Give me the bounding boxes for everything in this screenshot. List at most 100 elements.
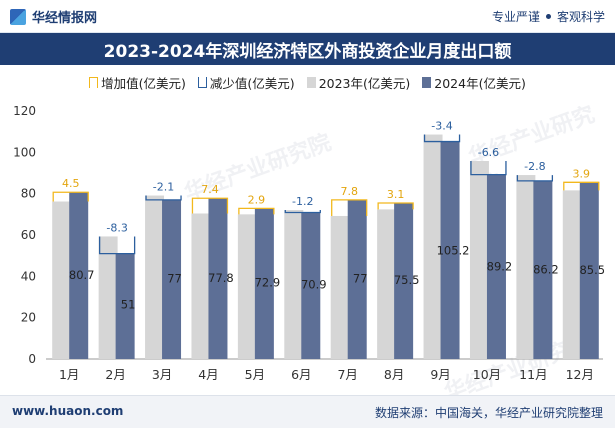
bar-2023: [98, 236, 118, 359]
footer-website-link[interactable]: www.huaon.com: [12, 404, 124, 418]
change-label: 3.9: [573, 167, 591, 180]
bar-2023: [284, 209, 304, 359]
decrease-bracket: [98, 236, 136, 255]
decrease-bracket: [516, 175, 554, 182]
y-tick-label: 100: [13, 145, 36, 159]
change-label: -6.6: [478, 146, 499, 159]
value-label-2024: 77.8: [208, 271, 234, 285]
bar-2024: [394, 202, 414, 359]
legend-2024: 2024年(亿美元): [422, 73, 526, 92]
increase-bracket: [52, 191, 89, 202]
brand[interactable]: 华经情报网: [10, 7, 97, 26]
value-label-2024: 89.2: [487, 260, 513, 274]
bar-2024: [301, 212, 321, 359]
value-label-2024: 72.9: [255, 276, 281, 290]
footer: www.huaon.com 数据来源：中国海关，华经产业研究院整理: [0, 395, 615, 428]
bar-2024: [579, 182, 599, 359]
chart-title: 2023-2024年深圳经济特区外商投资企业月度出口额: [0, 33, 615, 65]
legend-2023-label: 2023年(亿美元): [318, 75, 411, 91]
footer-source: 数据来源：中国海关，华经产业研究院整理: [374, 406, 603, 420]
y-tick-label: 0: [28, 352, 36, 366]
top-bar: 华经情报网 专业严谨 客观科学: [0, 0, 615, 33]
bar-2024: [254, 208, 274, 359]
change-label: 2.9: [248, 193, 266, 206]
change-label: 4.5: [62, 177, 80, 190]
bar-2024: [162, 199, 182, 359]
bar-2023: [330, 215, 350, 359]
y-tick-label: 120: [13, 104, 36, 118]
brand-name: 华经情报网: [32, 11, 98, 26]
decrease-bracket: [145, 195, 182, 201]
bar-2023: [377, 209, 397, 359]
x-tick-label: 3月: [152, 367, 172, 382]
bar-2024: [208, 198, 228, 359]
bar-2024: [440, 141, 460, 359]
x-tick-label: 11月: [519, 367, 547, 382]
bar-2024: [69, 192, 89, 359]
value-label-2024: 51: [121, 297, 136, 311]
tag-professional: 专业严谨: [491, 10, 540, 24]
chart-title-text: 2023-2024年深圳经济特区外商投资企业月度出口额: [103, 41, 512, 62]
decrease-bracket: [423, 134, 461, 143]
legend-2023: 2023年(亿美元): [306, 73, 411, 92]
x-tick-label: 4月: [198, 367, 218, 382]
bar-2024: [486, 174, 506, 359]
bar-2023: [145, 195, 165, 359]
bar-2024: [115, 253, 135, 359]
legend-increase-label: 增加值(亿美元): [101, 75, 186, 91]
increase-bracket: [191, 197, 229, 214]
brand-logo-icon: [10, 8, 26, 25]
increase-bracket: [331, 199, 368, 216]
value-label-2024: 86.2: [533, 262, 559, 276]
value-label-2024: 80.7: [69, 268, 95, 282]
series-2023-swatch-icon: [306, 76, 316, 88]
value-label-2024: 105.2: [437, 244, 470, 258]
bar-2024: [533, 180, 553, 359]
bar-2024: [347, 199, 367, 359]
change-label: -2.1: [153, 181, 174, 194]
x-tick-label: 7月: [337, 367, 357, 382]
bar-2023: [423, 134, 443, 359]
decrease-swatch-icon: [197, 76, 207, 88]
y-tick-label: 40: [21, 269, 36, 283]
bar-2023: [516, 175, 536, 359]
value-label-2024: 77: [167, 272, 182, 286]
x-tick-label: 1月: [59, 367, 79, 382]
x-tick-label: 9月: [430, 367, 450, 382]
change-label: -2.8: [524, 160, 545, 173]
legend-2024-label: 2024年(亿美元): [434, 75, 526, 91]
decrease-bracket: [284, 209, 321, 214]
change-label: 3.1: [387, 188, 405, 201]
y-tick-label: 80: [21, 187, 36, 201]
legend-decrease: 减少值(亿美元): [197, 73, 295, 92]
change-label: 7.8: [340, 185, 358, 198]
value-label-2024: 70.9: [301, 278, 327, 292]
tag-objective: 客观科学: [556, 10, 605, 24]
x-tick-label: 2月: [105, 367, 125, 382]
legend-decrease-label: 减少值(亿美元): [209, 75, 295, 91]
chart-legend: 增加值(亿美元) 减少值(亿美元) 2023年(亿美元) 2024年(亿美元): [0, 72, 615, 92]
x-tick-label: 10月: [473, 367, 501, 382]
value-label-2024: 77: [353, 272, 368, 286]
value-label-2024: 75.5: [394, 273, 420, 287]
bar-2023: [52, 201, 72, 359]
y-tick-label: 20: [21, 311, 36, 325]
x-tick-label: 6月: [291, 367, 311, 382]
value-label-2024: 85.5: [579, 263, 605, 277]
x-tick-label: 8月: [384, 367, 404, 382]
x-tick-label: 5月: [245, 367, 265, 382]
x-tick-label: 12月: [566, 367, 594, 382]
change-label: 7.4: [201, 183, 219, 196]
bar-2023: [237, 214, 257, 359]
increase-swatch-icon: [89, 76, 99, 88]
decrease-bracket: [470, 161, 507, 176]
change-label: -8.3: [106, 221, 127, 234]
bar-2023: [191, 213, 211, 359]
bar-2023: [562, 190, 582, 359]
series-2024-swatch-icon: [422, 76, 432, 88]
bar-2023: [469, 161, 489, 359]
tagline: 专业严谨 客观科学: [492, 8, 605, 25]
increase-bracket: [377, 202, 414, 210]
change-label: -3.4: [431, 120, 452, 133]
